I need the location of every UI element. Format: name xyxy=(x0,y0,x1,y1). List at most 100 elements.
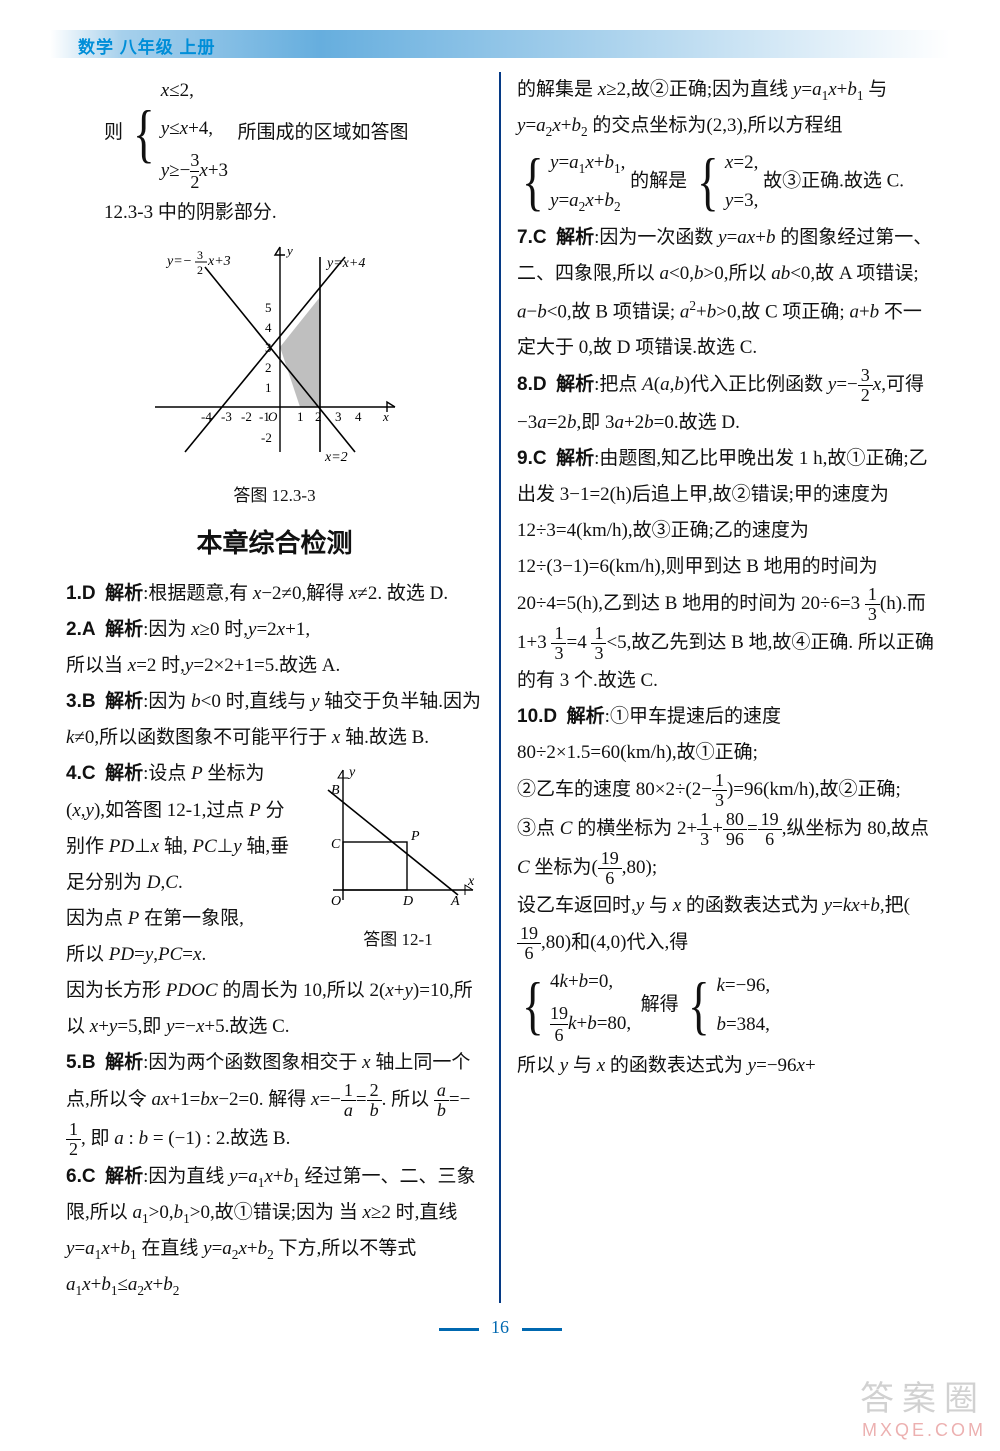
svg-text:x=2: x=2 xyxy=(324,450,348,465)
question-5: 5.B 解析:因为两个函数图象相交于 x 轴上同一个点,所以令 ax+1=bx−… xyxy=(66,1045,483,1159)
svg-text:-3: -3 xyxy=(221,409,232,424)
svg-text:-2: -2 xyxy=(261,430,272,445)
q-number: 2. xyxy=(66,619,82,640)
watermark: 答案圈 MXQE.COM xyxy=(860,1371,986,1441)
graph-svg: -4-3 -2-1 O 12 34 12 34 5 -2 x y y=− 3 xyxy=(145,237,405,467)
figure-caption: 答图 12.3-3 xyxy=(66,480,483,512)
q-number: 7. xyxy=(517,227,533,248)
header-subject: 数学 八年级 上册 xyxy=(78,33,215,58)
svg-text:4: 4 xyxy=(355,409,362,424)
q-answer: C xyxy=(533,448,547,469)
two-column-layout: 则 { x≤2, y≤x+4, y≥−32x+3 所围成的区域如答图 12.3-… xyxy=(50,62,950,1303)
watermark-line1: 答案圈 xyxy=(860,1371,986,1420)
analysis-label: 解析 xyxy=(105,691,143,712)
watermark-line2: MXQE.COM xyxy=(860,1420,986,1441)
q-answer: D xyxy=(82,583,96,604)
svg-text:x+3: x+3 xyxy=(207,254,231,269)
svg-text:1: 1 xyxy=(265,380,272,395)
question-7: 7.C 解析:因为一次函数 y=ax+b 的图象经过第一、二、四象限,所以 a<… xyxy=(517,220,934,366)
svg-text:O: O xyxy=(268,409,278,424)
sys-line: y≥−32x+3 xyxy=(161,148,228,195)
question-2: 2.A 解析:因为 x≥0 时,y=2x+1, 所以当 x=2 时,y=2×2+… xyxy=(66,612,483,684)
q-number: 10. xyxy=(517,706,543,727)
sys-suffix: 所围成的区域如答图 xyxy=(238,122,409,143)
svg-text:3: 3 xyxy=(335,409,342,424)
analysis-label: 解析 xyxy=(105,583,143,604)
analysis-label: 解析 xyxy=(556,448,594,469)
figure-caption: 答图 12-1 xyxy=(313,924,483,956)
q-answer: C xyxy=(82,763,96,784)
q-answer: B xyxy=(82,691,96,712)
svg-text:-2: -2 xyxy=(241,409,252,424)
svg-text:D: D xyxy=(402,894,413,909)
footer-dash-right xyxy=(522,1328,562,1331)
svg-text:3: 3 xyxy=(265,340,272,355)
page-number: 16 xyxy=(491,1317,509,1337)
svg-text:y=x+4: y=x+4 xyxy=(325,256,365,271)
analysis-label: 解析 xyxy=(556,227,594,248)
page: 数学 八年级 上册 则 { x≤2, y≤x+4, y≥−32x+3 所围成的区… xyxy=(0,0,1000,1451)
analysis-label: 解析 xyxy=(105,763,143,784)
system-block: 则 { x≤2, y≤x+4, y≥−32x+3 所围成的区域如答图 xyxy=(66,72,483,195)
question-6: 6.C 解析:因为直线 y=a1x+b1 经过第一、二、三象限,所以 a1>0,… xyxy=(66,1159,483,1303)
q-number: 6. xyxy=(66,1166,82,1187)
sys-line: x≤2, xyxy=(161,72,228,110)
svg-text:-4: -4 xyxy=(201,409,212,424)
question-6-cont: 的解集是 x≥2,故②正确;因为直线 y=a1x+b1 与 y=a2x+b2 的… xyxy=(517,72,934,220)
q-number: 9. xyxy=(517,448,533,469)
q-answer: A xyxy=(82,619,96,640)
svg-text:2: 2 xyxy=(315,409,322,424)
left-column: 则 { x≤2, y≤x+4, y≥−32x+3 所围成的区域如答图 12.3-… xyxy=(50,62,499,1303)
footer-dash-left xyxy=(439,1328,479,1331)
q-answer: B xyxy=(82,1052,96,1073)
svg-text:A: A xyxy=(450,894,460,909)
section-title: 本章综合检测 xyxy=(66,519,483,568)
right-column: 的解集是 x≥2,故②正确;因为直线 y=a1x+b1 与 y=a2x+b2 的… xyxy=(501,62,950,1303)
sys-prefix: 则 xyxy=(104,122,123,143)
sys-line: y≤x+4, xyxy=(161,110,228,148)
q-number: 1. xyxy=(66,583,82,604)
question-4: B C P O D A x y 答图 12-1 4.C 解析:设点 P 坐标为 … xyxy=(66,756,483,1045)
q-number: 5. xyxy=(66,1052,82,1073)
q-number: 4. xyxy=(66,763,82,784)
svg-text:3: 3 xyxy=(197,248,203,262)
q-answer: C xyxy=(533,227,547,248)
q-number: 3. xyxy=(66,691,82,712)
svg-text:P: P xyxy=(410,829,420,844)
svg-text:y: y xyxy=(285,243,293,258)
svg-text:2: 2 xyxy=(265,360,272,375)
svg-text:2: 2 xyxy=(197,263,203,277)
left-brace-glyph: { xyxy=(133,72,156,195)
q-answer: D xyxy=(543,706,557,727)
question-1: 1.D 解析:根据题意,有 x−2≠0,解得 x≠2. 故选 D. xyxy=(66,576,483,612)
header-rule: 数学 八年级 上册 xyxy=(50,30,950,58)
svg-text:1: 1 xyxy=(297,409,304,424)
svg-text:5: 5 xyxy=(265,300,272,315)
svg-text:4: 4 xyxy=(265,320,272,335)
analysis-label: 解析 xyxy=(556,374,594,395)
analysis-label: 解析 xyxy=(105,1052,143,1073)
page-footer: 16 xyxy=(50,1317,950,1338)
figure-12-3-3: -4-3 -2-1 O 12 34 12 34 5 -2 x y y=− 3 xyxy=(66,237,483,512)
svg-text:x: x xyxy=(467,874,475,889)
figure-12-1: B C P O D A x y 答图 12-1 xyxy=(313,760,483,955)
brace-system: { x≤2, y≤x+4, y≥−32x+3 xyxy=(128,72,228,195)
svg-text:y=−: y=− xyxy=(165,254,192,269)
q-number: 8. xyxy=(517,374,533,395)
q-answer: D xyxy=(533,374,547,395)
svg-text:B: B xyxy=(331,783,340,798)
system-lines: x≤2, y≤x+4, y≥−32x+3 xyxy=(161,72,228,195)
svg-text:x: x xyxy=(382,409,389,424)
q-answer: C xyxy=(82,1166,96,1187)
analysis-label: 解析 xyxy=(105,1166,143,1187)
svg-text:C: C xyxy=(331,837,341,852)
question-8: 8.D 解析:把点 A(a,b)代入正比例函数 y=−32x,可得 −3a=2b… xyxy=(517,366,934,441)
svg-text:y: y xyxy=(347,765,356,780)
question-3: 3.B 解析:因为 b<0 时,直线与 y 轴交于负半轴.因为 k≠0,所以函数… xyxy=(66,684,483,756)
svg-text:O: O xyxy=(331,894,341,909)
question-9: 9.C 解析:由题图,知乙比甲晚出发 1 h,故①正确;乙出发 3−1=2(h)… xyxy=(517,441,934,699)
analysis-label: 解析 xyxy=(567,706,605,727)
text-line: 12.3-3 中的阴影部分. xyxy=(66,195,483,231)
analysis-label: 解析 xyxy=(105,619,143,640)
solve-label: 解得 xyxy=(641,994,679,1015)
